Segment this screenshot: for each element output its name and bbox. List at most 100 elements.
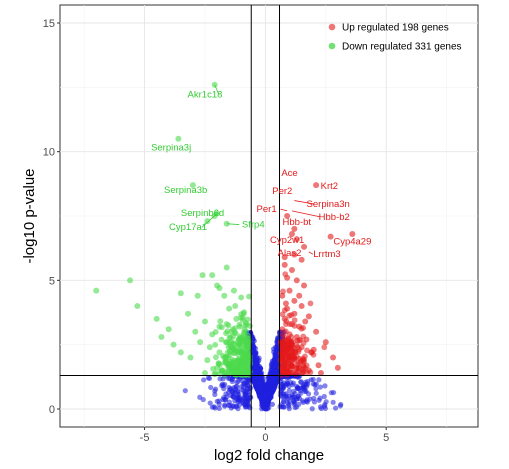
data-point-up	[281, 261, 288, 268]
data-point-up	[307, 300, 314, 307]
data-point-down	[243, 343, 250, 350]
data-point-ns	[269, 401, 275, 407]
data-point-ns	[322, 405, 328, 412]
data-point-ns	[208, 384, 214, 391]
data-point-ns	[313, 381, 319, 387]
data-point-up	[287, 342, 294, 349]
gene-label-leader	[214, 84, 220, 95]
data-point-up	[302, 318, 309, 325]
significant-points	[93, 81, 356, 379]
data-point-down	[224, 349, 231, 356]
data-point-down	[214, 282, 221, 289]
data-point-up	[302, 353, 308, 360]
data-point-up	[307, 369, 314, 376]
data-point-ns	[235, 378, 241, 384]
data-point-up	[279, 331, 286, 338]
data-point-down	[127, 277, 134, 284]
data-point-down	[134, 303, 141, 310]
gene-label-leader	[280, 208, 288, 212]
data-point-ns	[271, 358, 277, 364]
data-point-ns	[263, 394, 269, 400]
data-point-down	[204, 357, 211, 364]
data-point-down	[170, 341, 177, 348]
data-point-up	[291, 297, 298, 304]
data-point-down	[212, 329, 219, 335]
data-point-ns	[245, 382, 251, 388]
data-point-down	[210, 365, 216, 372]
data-point-up	[330, 354, 337, 361]
data-point-ns	[256, 381, 262, 388]
data-point-down	[236, 335, 243, 342]
gene-label: Sfrp4	[242, 220, 265, 231]
gene-label: Serpina3n	[307, 199, 350, 210]
gene-label: Lrrtm3	[313, 249, 340, 260]
data-point-down	[225, 322, 232, 329]
data-point-up	[309, 349, 315, 356]
data-point-up	[301, 282, 308, 289]
data-point-down	[212, 341, 219, 348]
data-point-ns	[207, 400, 213, 406]
data-point-down	[199, 272, 206, 279]
data-point-up	[278, 356, 285, 363]
data-point-ns	[233, 403, 240, 409]
data-point-up	[297, 336, 304, 343]
data-point-down	[241, 326, 248, 333]
data-point-up	[349, 231, 356, 238]
data-point-ns	[277, 392, 284, 398]
data-point-up	[322, 339, 329, 346]
data-point-ns	[286, 406, 292, 412]
gene-label: Cyp2w1	[270, 235, 304, 246]
data-point-ns	[316, 377, 322, 383]
data-point-down	[238, 294, 245, 301]
data-point-down	[232, 325, 238, 331]
data-point-down	[228, 339, 235, 345]
y-tick-label: 0	[49, 404, 55, 416]
data-point-ns	[284, 396, 291, 402]
data-point-down	[238, 361, 245, 368]
data-point-down	[165, 326, 172, 333]
data-point-ns	[182, 388, 188, 394]
data-point-up	[288, 312, 295, 318]
gene-label-leader	[308, 251, 314, 255]
data-point-down	[93, 287, 100, 294]
data-point-down	[238, 349, 245, 355]
data-point-down	[217, 318, 224, 325]
data-point-ns	[323, 399, 329, 405]
gene-labels: Akr1c18 Serpina3j Serpina3b Serpinb6d Sfrp4 C…	[151, 84, 371, 260]
gene-label: Alas2	[278, 248, 302, 259]
gene-label-leader	[226, 223, 240, 225]
data-point-up	[288, 267, 295, 274]
data-point-down	[206, 344, 213, 351]
y-axis-title: -log10 p-value	[21, 168, 38, 263]
data-point-down	[228, 365, 235, 372]
data-point-down	[218, 336, 225, 343]
data-point-up	[315, 362, 322, 369]
data-point-up	[286, 287, 293, 294]
data-point-up	[293, 236, 300, 243]
gene-label-leader	[291, 210, 321, 218]
data-point-ns	[296, 401, 302, 407]
gene-label: Serpina3j	[151, 142, 191, 153]
y-tick-label: 10	[43, 147, 55, 159]
data-point-ns	[317, 384, 324, 390]
data-point-up	[282, 271, 289, 278]
data-point-up	[305, 313, 312, 320]
gene-label: Cyp4a29	[333, 236, 371, 247]
data-point-ns	[225, 402, 232, 408]
data-point-ns	[221, 386, 227, 392]
data-point-down	[192, 328, 199, 335]
data-point-ns	[216, 405, 222, 412]
axis-ticks: -5 0 5 0 5 10 15	[43, 18, 389, 444]
legend-down-label: Down regulated 331 genes	[342, 42, 462, 53]
data-point-up	[279, 292, 286, 299]
data-point-ns	[291, 401, 297, 407]
data-point-ns	[212, 386, 219, 392]
data-point-down	[187, 354, 194, 361]
data-point-down	[240, 330, 247, 337]
data-point-up	[317, 369, 324, 376]
data-point-down	[177, 349, 184, 356]
data-point-up	[282, 300, 289, 307]
data-point-down	[243, 335, 250, 341]
data-point-ns	[273, 352, 279, 358]
data-point-up	[293, 277, 300, 284]
